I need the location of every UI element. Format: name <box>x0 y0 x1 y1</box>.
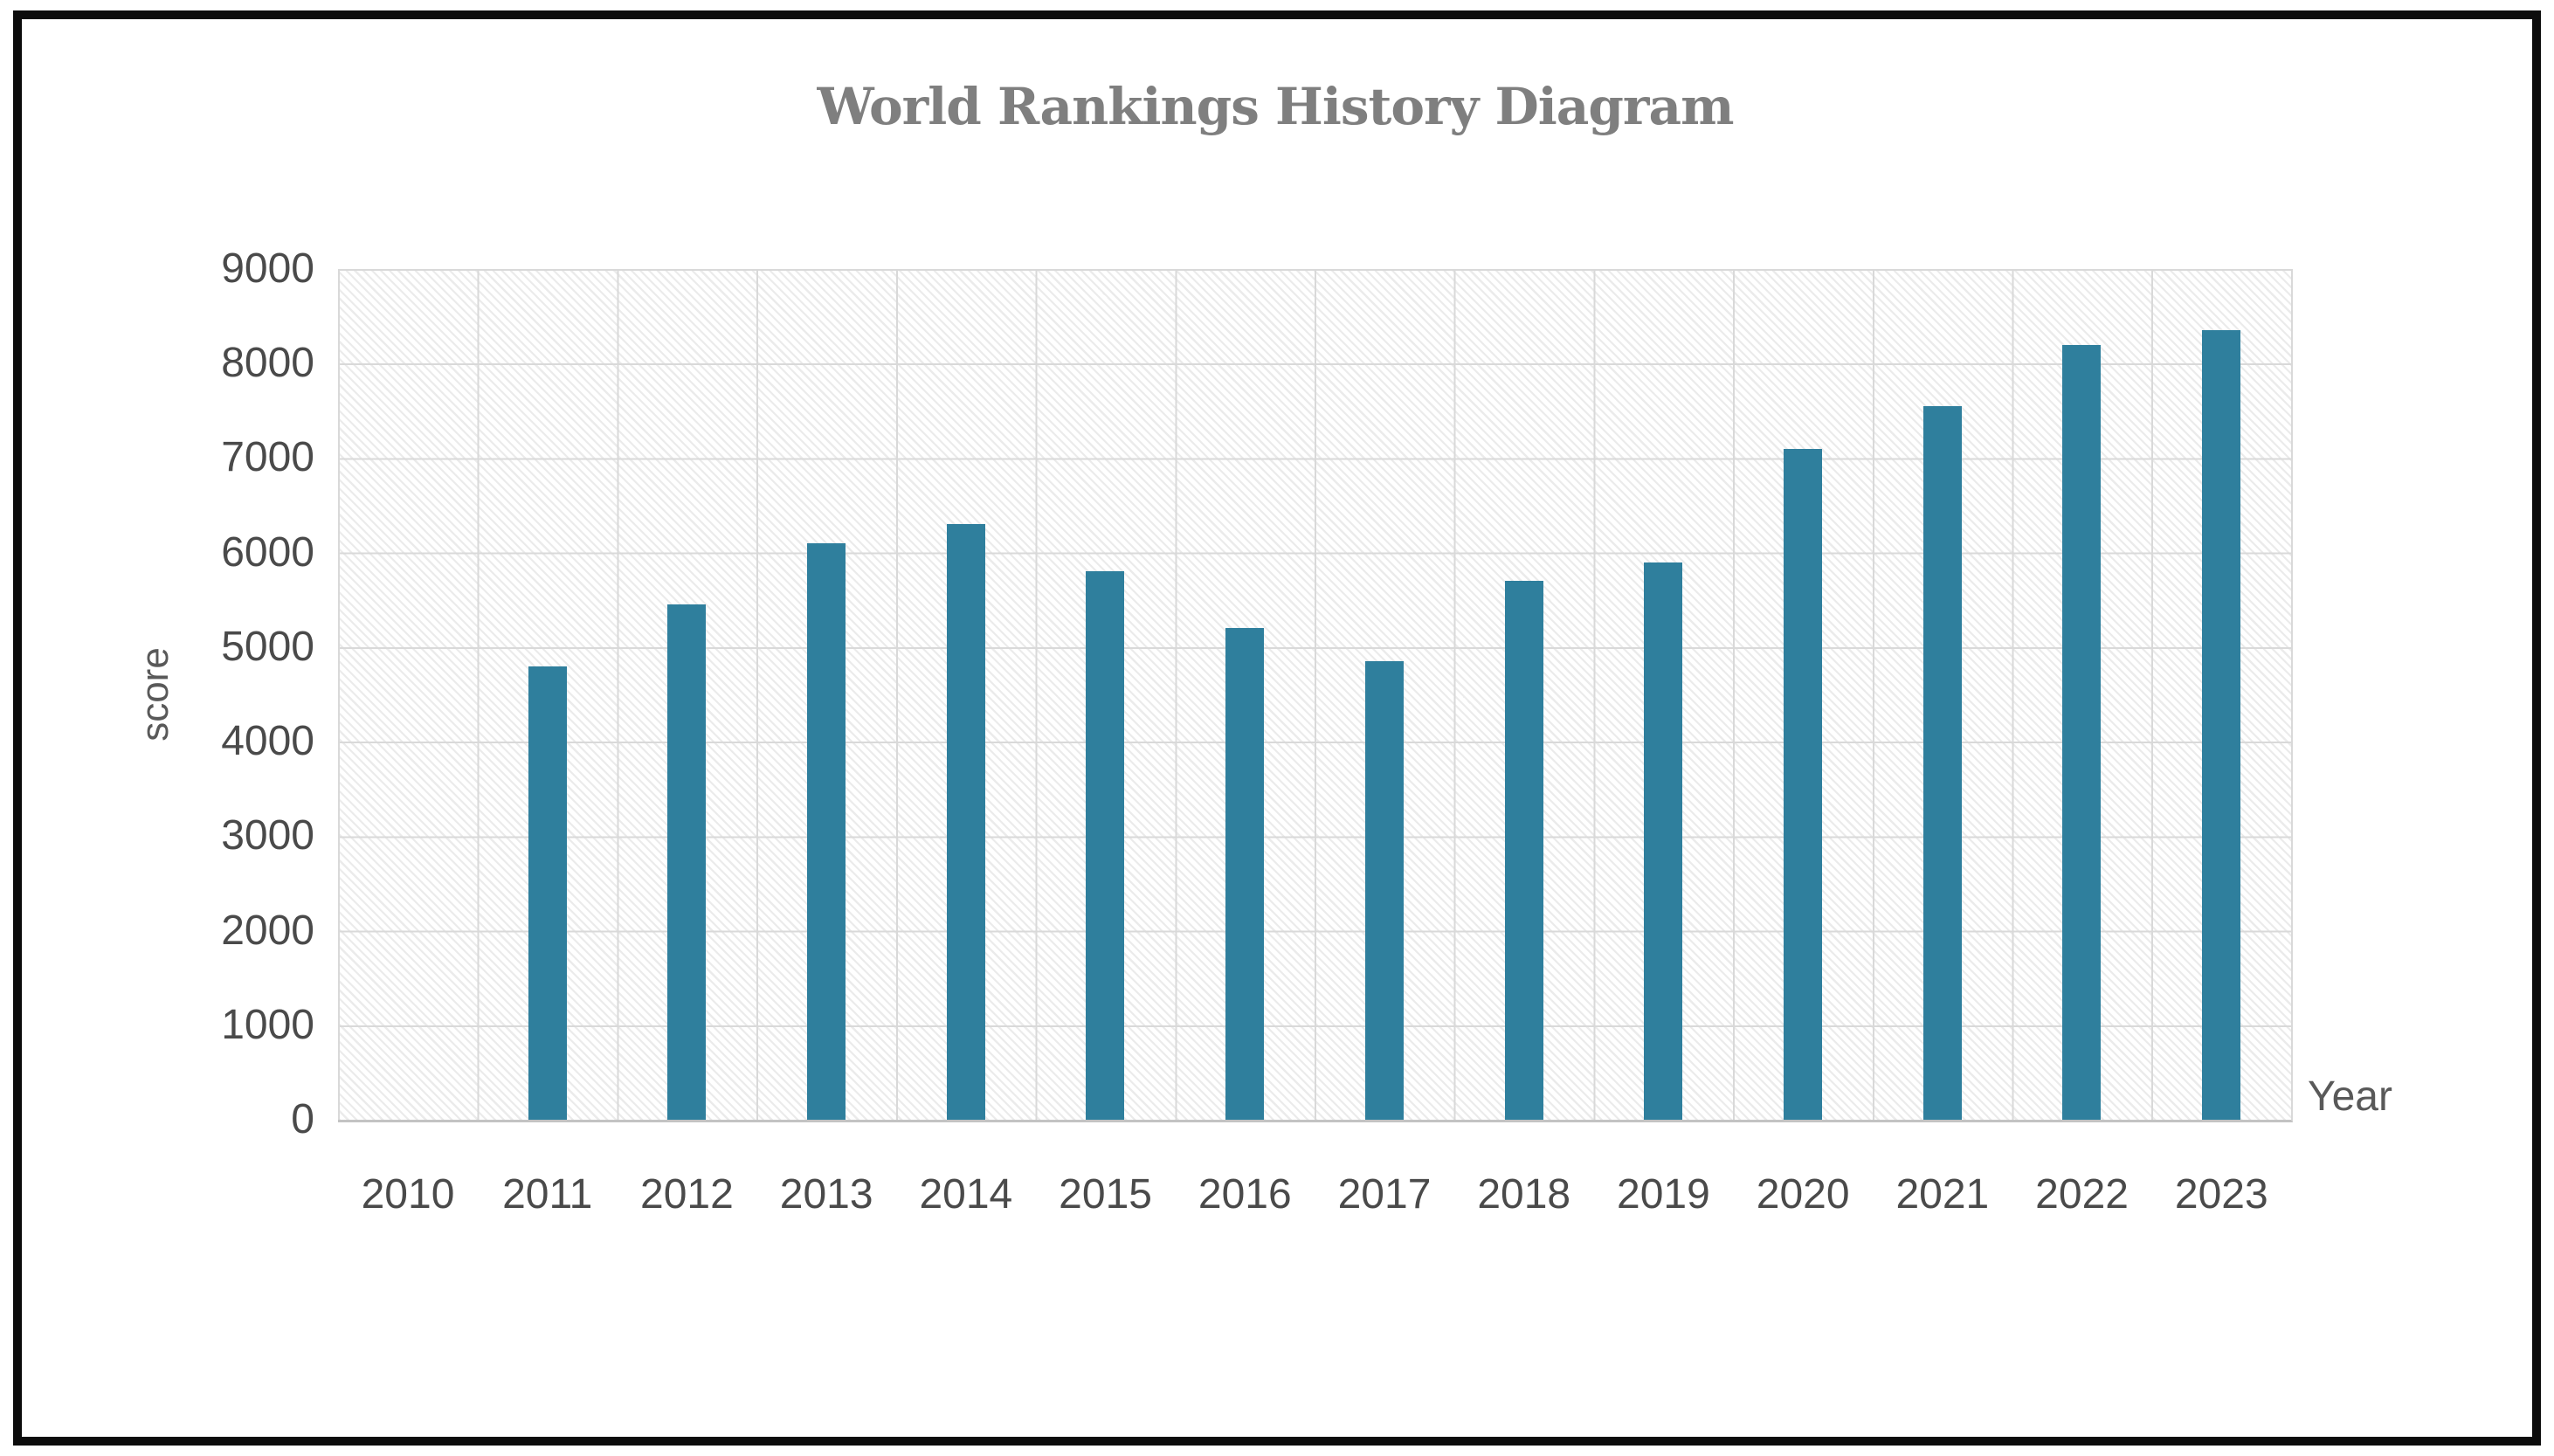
plot-area <box>338 269 2293 1122</box>
x-axis-tick-label: 2011 <box>502 1171 593 1218</box>
y-axis-tick-label: 7000 <box>221 434 314 481</box>
x-axis-tick-label: 2017 <box>1337 1171 1432 1218</box>
bar-2020 <box>1784 448 1822 1120</box>
bar-2013 <box>807 542 846 1120</box>
x-axis-tick-label: 2015 <box>1059 1171 1152 1218</box>
x-axis-tick-label: 2014 <box>919 1171 1013 1218</box>
x-axis-tick-label: 2018 <box>1477 1171 1571 1218</box>
y-axis-tick-label: 5000 <box>221 623 314 670</box>
x-axis-tick-label: 2021 <box>1895 1171 1990 1218</box>
x-axis-tick-label: 2020 <box>1756 1171 1850 1218</box>
x-axis-tick-label: 2010 <box>361 1171 455 1218</box>
bar-2017 <box>1364 661 1404 1120</box>
y-axis-tick-label: 8000 <box>221 340 314 387</box>
y-axis-title: score <box>134 647 176 742</box>
x-axis-tick-label: 2016 <box>1198 1171 1292 1218</box>
x-axis-tick-label: 2012 <box>640 1171 734 1218</box>
chart-title: World Rankings History Diagram <box>817 77 1735 136</box>
x-axis-tick-label: 2013 <box>779 1171 873 1218</box>
bar-2012 <box>667 604 707 1120</box>
bar-2018 <box>1504 581 1543 1120</box>
x-axis-tick-label: 2019 <box>1617 1171 1710 1218</box>
bar-2023 <box>2202 330 2241 1120</box>
y-axis-tick-label: 9000 <box>221 245 314 292</box>
y-axis-tick-label: 1000 <box>221 1001 314 1048</box>
y-axis-tick-label: 4000 <box>221 718 314 765</box>
x-axis-tick-label: 2023 <box>2174 1171 2268 1218</box>
bar-2019 <box>1644 562 1683 1120</box>
y-axis-tick-label: 3000 <box>221 812 314 859</box>
y-axis-tick-label: 2000 <box>221 907 314 954</box>
bar-2022 <box>2062 344 2102 1120</box>
bar-2016 <box>1225 628 1265 1120</box>
bar-2011 <box>528 666 567 1120</box>
bar-2021 <box>1922 405 1962 1120</box>
bar-2015 <box>1086 571 1125 1120</box>
y-axis-tick-label: 0 <box>291 1096 314 1142</box>
bar-2014 <box>946 524 985 1120</box>
x-axis-tick-label: 2022 <box>2035 1171 2129 1218</box>
y-axis-tick-label: 6000 <box>221 528 314 576</box>
x-axis-title: Year <box>2308 1073 2392 1120</box>
